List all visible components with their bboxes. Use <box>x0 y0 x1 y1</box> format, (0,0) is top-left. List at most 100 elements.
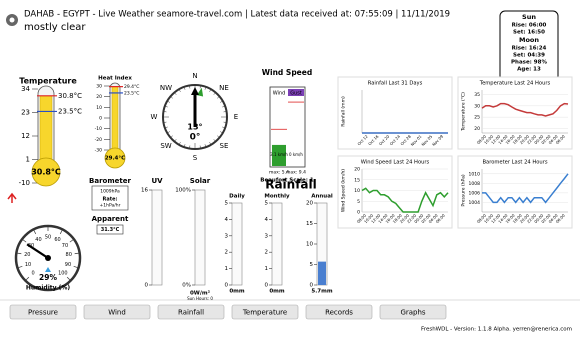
compass-tick <box>204 86 207 90</box>
compass-tick <box>209 141 212 145</box>
y-tick-label: 1010 <box>469 171 481 177</box>
tick-label: 0 <box>310 283 314 289</box>
x-tick-label: 12:00 <box>490 133 502 145</box>
compass-tick <box>217 135 220 138</box>
compass-tick <box>204 144 207 148</box>
dial-tick <box>59 230 63 235</box>
compass-tick <box>223 121 227 123</box>
nav-button-label[interactable]: Rainfall <box>178 309 204 317</box>
moon-phase: Phase: 98% <box>511 60 547 66</box>
x-tick-label: 06:00 <box>555 212 567 224</box>
barometer-value: 1009hPa <box>100 189 120 195</box>
gauge-title: Temperature <box>19 77 77 86</box>
tick-label: 5 <box>310 262 314 268</box>
dial-tick <box>22 239 27 243</box>
nav-button-label[interactable]: Graphs <box>400 309 425 317</box>
rainfall-title: Rainfall <box>265 178 317 192</box>
y-tick-label: 25 <box>474 115 480 121</box>
graph-title: Rainfall Last 31 Days <box>368 81 423 87</box>
nav-button[interactable] <box>83 304 151 320</box>
footer: FreshWDL - Version: 1.1.8 Alpha. yerren@… <box>421 327 572 333</box>
graph-panel <box>337 155 453 229</box>
x-tick-label: 20:00 <box>519 133 531 145</box>
trend-arrow <box>7 192 17 203</box>
compass-tick <box>163 121 167 123</box>
graph-ylabel: Rainfall (mm) <box>341 96 347 127</box>
compass-tick <box>199 85 201 89</box>
speed-label: 0 km/h <box>289 152 303 157</box>
nav-button-label[interactable]: Wind <box>108 309 126 317</box>
nav-button[interactable] <box>305 304 373 320</box>
tick-label: 3 <box>265 233 269 239</box>
mercury <box>111 86 119 159</box>
nav-button[interactable] <box>9 304 77 320</box>
tick-label: -20 <box>95 137 102 143</box>
rain-gauge-title: Daily <box>229 194 245 200</box>
y-tick-label: 35 <box>474 92 480 98</box>
y-tick-label: 5 <box>357 199 360 205</box>
tick-label: 2 <box>265 250 269 256</box>
needle-head <box>191 87 199 95</box>
compass-tick <box>167 100 171 103</box>
current-label: 30.8°C <box>31 168 61 177</box>
nav-button[interactable] <box>231 304 299 320</box>
average-label: 13° <box>187 123 202 132</box>
compass-tick <box>213 139 216 142</box>
tick-label: 12 <box>21 132 30 140</box>
dial-label: 50 <box>45 235 51 241</box>
nav-button[interactable] <box>157 304 225 320</box>
moon-title: Moon <box>519 36 539 44</box>
x-tick-label: 00:00 <box>533 212 545 224</box>
compass-label: SW <box>160 142 171 150</box>
compass-label: S <box>193 154 198 162</box>
current-label: 0° <box>190 133 201 143</box>
nav-button-label[interactable]: Temperature <box>242 309 287 317</box>
dial-tick <box>17 252 22 255</box>
max-label: max: 9.4 <box>286 170 306 176</box>
gauge-track <box>151 189 163 286</box>
y-tick-label: 10 <box>354 188 360 194</box>
x-tick-label: 00:00 <box>413 212 425 224</box>
x-tick-label: 12:00 <box>490 212 502 224</box>
x-tick-label: 20:00 <box>399 212 411 224</box>
x-tick-label: 14:00 <box>497 133 509 145</box>
compass-tick <box>163 111 167 113</box>
compass-tick <box>167 131 171 134</box>
dial-label: 70 <box>62 243 68 249</box>
tick-label: 0 <box>265 283 269 289</box>
x-tick-label: 22:00 <box>526 133 538 145</box>
uv-title: UV <box>151 177 163 185</box>
speed-bar <box>272 144 286 166</box>
x-tick-label: 06:00 <box>435 212 447 224</box>
tick-label: 4 <box>265 217 269 223</box>
dial-tick <box>33 230 37 235</box>
gauge-track <box>271 202 283 286</box>
compass-tick <box>199 145 201 149</box>
x-tick-label: 10:00 <box>483 133 495 145</box>
x-tick-label: 08:00 <box>356 212 368 224</box>
sun-set: Set: 16:50 <box>513 30 545 36</box>
gauge-track <box>194 189 206 286</box>
graph-title: Barometer Last 24 Hours <box>482 160 547 166</box>
rain-value: 0mm <box>269 289 285 295</box>
dial-label: 80 <box>66 252 72 258</box>
graph-panel <box>337 76 453 150</box>
nav-button-label[interactable]: Pressure <box>28 309 58 317</box>
humidity-title: Humidity (%) <box>26 285 71 292</box>
nav-button-label[interactable]: Records <box>325 309 353 317</box>
tick-label: 0% <box>182 283 191 289</box>
nav-button[interactable] <box>379 304 447 320</box>
tick-label: 20 <box>306 201 313 207</box>
graph-line <box>481 102 569 117</box>
compass-tick <box>222 126 226 129</box>
dial-tick <box>74 252 79 255</box>
tick-label: 16 <box>141 188 148 194</box>
apparent-title: Apparent <box>92 215 129 223</box>
x-tick-label: 16:00 <box>504 212 516 224</box>
x-tick-label: 16:00 <box>384 212 396 224</box>
rate-title: Rate: <box>102 197 117 203</box>
humidity-needle <box>26 243 49 259</box>
dial-label: 90 <box>65 262 71 268</box>
x-tick-label: 18:00 <box>392 212 404 224</box>
compass-tick <box>174 92 177 95</box>
